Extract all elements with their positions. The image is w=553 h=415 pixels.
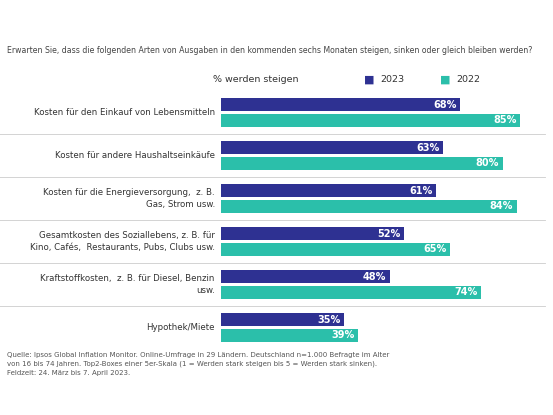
Text: 48%: 48% (363, 272, 387, 282)
Text: 85%: 85% (493, 115, 517, 125)
Text: 2023: 2023 (380, 75, 405, 84)
Text: Kraftstoffkosten,  z. B. für Diesel, Benzin
usw.: Kraftstoffkosten, z. B. für Diesel, Benz… (40, 274, 215, 295)
Text: 35%: 35% (317, 315, 341, 325)
Text: Kosten für andere Haushaltseinkäufe: Kosten für andere Haushaltseinkäufe (55, 151, 215, 160)
Text: 84%: 84% (490, 201, 513, 211)
Text: ■: ■ (364, 74, 375, 84)
Bar (221, 243, 450, 256)
Text: 61%: 61% (409, 186, 432, 195)
Bar (221, 313, 345, 326)
Text: 52%: 52% (377, 229, 400, 239)
Bar (221, 98, 460, 111)
Text: Kosten für den Einkauf von Lebensmitteln: Kosten für den Einkauf von Lebensmitteln (34, 108, 215, 117)
Text: 74%: 74% (455, 287, 478, 297)
Bar (221, 141, 443, 154)
Text: Gesamtkosten des Soziallebens, z. B. für
Kino, Cafés,  Restaurants, Pubs, Clubs : Gesamtkosten des Soziallebens, z. B. für… (30, 231, 215, 251)
Text: Kosten für die Energieversorgung,  z. B.
Gas, Strom usw.: Kosten für die Energieversorgung, z. B. … (43, 188, 215, 209)
Text: 39%: 39% (332, 330, 355, 340)
Bar (221, 157, 503, 170)
Text: % werden steigen: % werden steigen (212, 75, 298, 84)
Text: Erwarten Sie, dass die folgenden Arten von Ausgaben in den kommenden sechs Monat: Erwarten Sie, dass die folgenden Arten v… (7, 46, 532, 55)
Text: Hypothek/Miete: Hypothek/Miete (146, 323, 215, 332)
Text: 68%: 68% (434, 100, 457, 110)
Text: 63%: 63% (416, 143, 439, 153)
Bar (221, 329, 358, 342)
Bar (221, 227, 404, 240)
Bar (221, 114, 520, 127)
Text: Inflation: Geringere Teuerungsraten als im Vorjahr erwartet: Inflation: Geringere Teuerungsraten als … (7, 14, 503, 29)
Text: 80%: 80% (476, 158, 499, 168)
Text: 2022: 2022 (456, 75, 481, 84)
Bar (221, 184, 436, 197)
Text: ■: ■ (440, 74, 451, 84)
Bar (221, 286, 482, 299)
Bar (221, 200, 517, 212)
Text: 65%: 65% (423, 244, 446, 254)
Text: Quelle: Ipsos Global Inflation Monitor. Online-Umfrage in 29 Ländern. Deutschlan: Quelle: Ipsos Global Inflation Monitor. … (7, 352, 389, 376)
Bar (221, 270, 390, 283)
